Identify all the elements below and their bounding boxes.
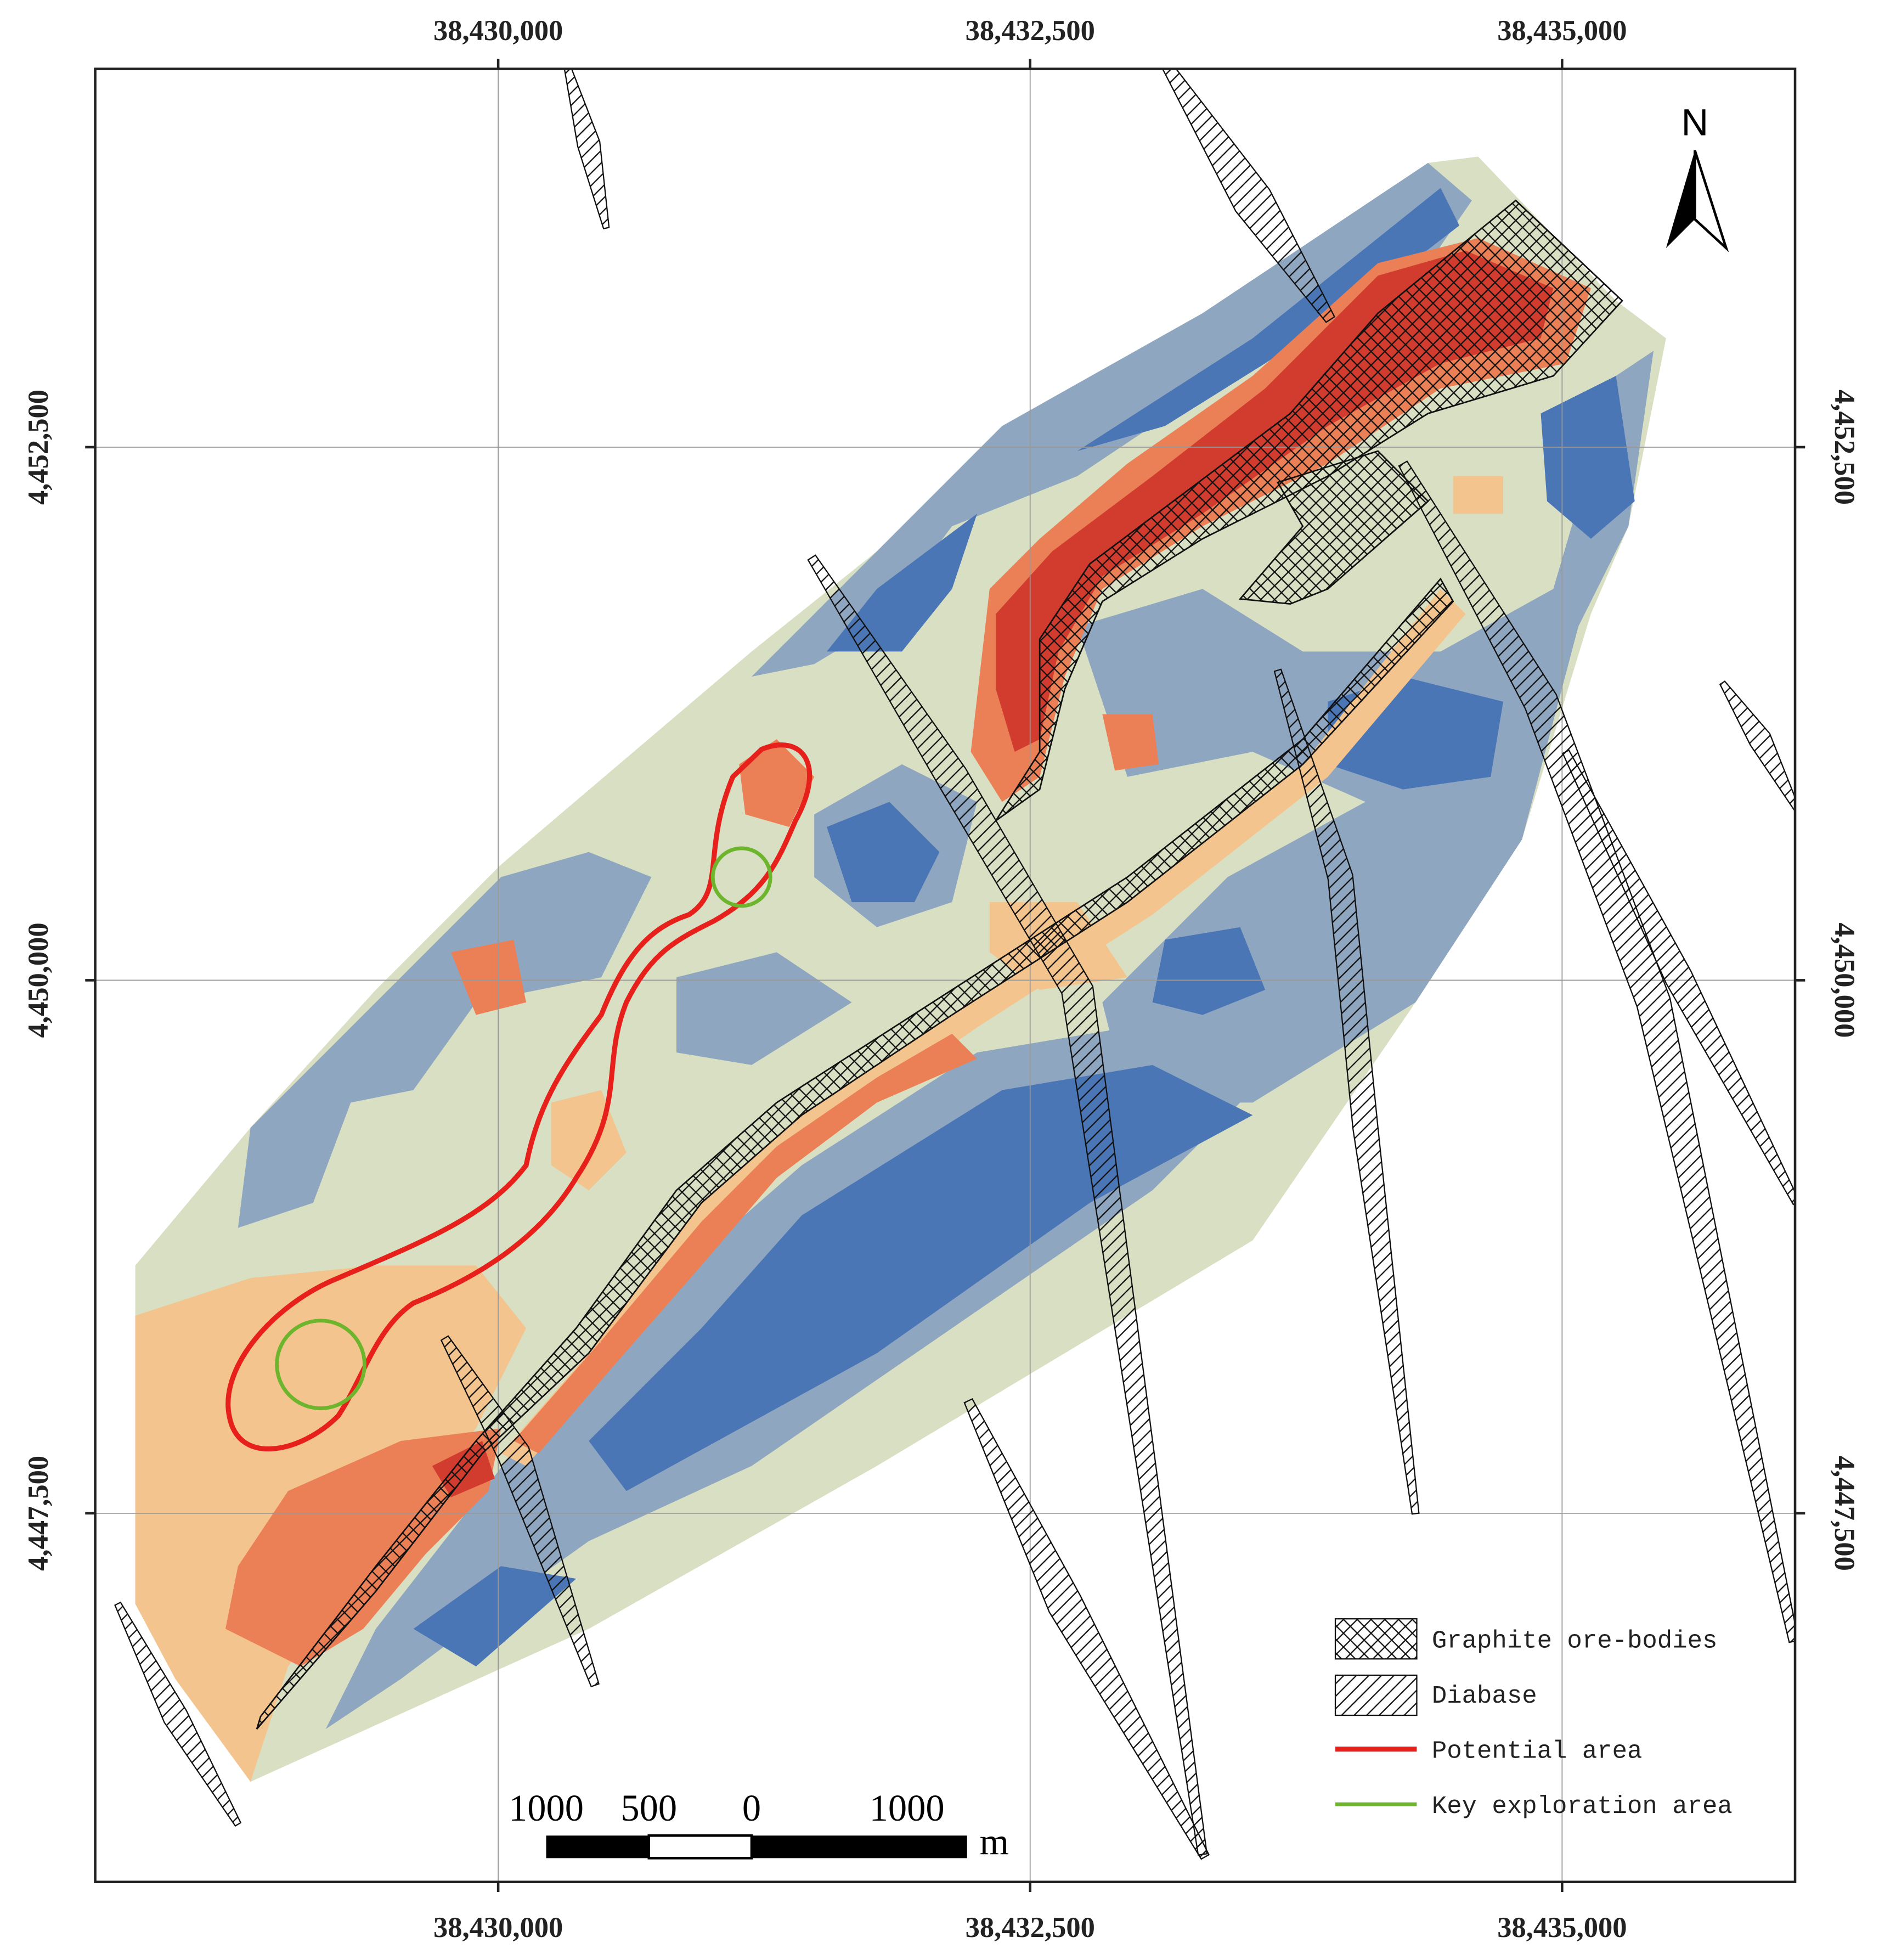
- coordinate-labels: 38,430,000 38,430,000 38,432,500 38,432,500…: [22, 15, 1860, 1944]
- y-coord-label: 4,452,500: [22, 390, 54, 505]
- y-coord-label: 4,450,000: [22, 922, 54, 1038]
- diabase-dyke: [1398, 460, 1796, 1643]
- legend-diabase-symbol: [1334, 1674, 1418, 1716]
- grid: [95, 69, 1796, 1882]
- ore-bodies: [256, 199, 1623, 1730]
- x-coord-label: 38,430,000: [433, 1912, 563, 1944]
- scale-unit: m: [980, 1821, 1009, 1863]
- x-coord-label: 38,435,000: [1497, 15, 1627, 47]
- scale-label: 500: [620, 1787, 677, 1829]
- north-arrow: N: [1666, 102, 1729, 252]
- north-arrow-right: [1694, 150, 1729, 252]
- scale-bar: 1000 500 0 1000 m: [509, 1787, 1009, 1863]
- scale-segment: [546, 1835, 649, 1858]
- diabase-dyke: [114, 1601, 242, 1827]
- diabase-dyke: [1562, 749, 1796, 1206]
- targets: [225, 742, 812, 1452]
- diabase-dyke: [563, 69, 610, 229]
- legend-label: Key exploration area: [1432, 1792, 1733, 1821]
- map-frame: [94, 67, 1797, 1884]
- legend-ore-symbol: [1334, 1618, 1418, 1660]
- ore-body: [256, 577, 1454, 1730]
- scale-segment: [647, 1834, 753, 1860]
- ore-body: [995, 199, 1623, 821]
- diabase-dyke: [440, 1335, 600, 1688]
- diabase-dyke: [963, 1398, 1210, 1860]
- scale-label: 1000: [870, 1787, 945, 1829]
- key-exploration-area: [710, 846, 772, 908]
- y-coord-label: 4,447,500: [1829, 1456, 1860, 1571]
- x-coord-label: 38,435,000: [1497, 1912, 1627, 1944]
- x-coord-label: 38,430,000: [433, 15, 563, 47]
- potential-area: [225, 742, 812, 1452]
- scale-label: 1000: [509, 1787, 584, 1829]
- north-arrow-left: [1666, 150, 1695, 249]
- x-coord-label: 38,432,500: [966, 15, 1095, 47]
- y-coord-label: 4,447,500: [22, 1456, 54, 1571]
- north-label: N: [1681, 102, 1708, 144]
- scale-label: 0: [742, 1787, 761, 1829]
- y-coord-label: 4,450,000: [1829, 922, 1860, 1038]
- key-exploration-area: [275, 1319, 366, 1411]
- legend-label: Graphite ore-bodies: [1432, 1627, 1718, 1655]
- diabase-dyke: [1161, 69, 1335, 323]
- diabase-dykes: [114, 69, 1796, 1860]
- y-coord-label: 4,452,500: [1829, 390, 1860, 505]
- legend: Graphite ore-bodies Diabase Potential ar…: [1334, 1618, 1733, 1821]
- scale-segment: [752, 1835, 967, 1858]
- x-coord-label: 38,432,500: [966, 1912, 1095, 1944]
- legend-label: Diabase: [1432, 1682, 1537, 1710]
- ore-body: [1238, 450, 1430, 605]
- diabase-dyke: [1719, 680, 1796, 810]
- legend-label: Potential area: [1432, 1737, 1643, 1766]
